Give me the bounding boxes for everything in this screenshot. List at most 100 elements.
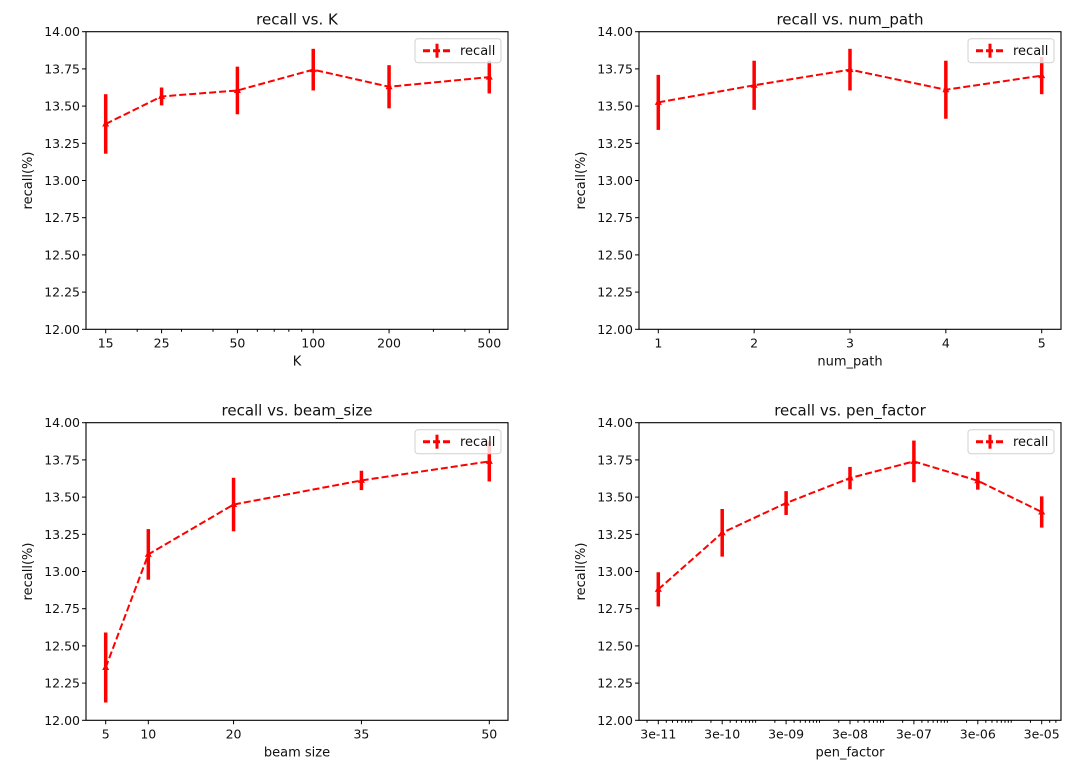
legend-label: recall (1013, 435, 1048, 450)
y-tick-label: 13.25 (44, 527, 80, 542)
axes-frame (638, 422, 1062, 721)
subplot-recall-vs-k: recall vs. K K recall(%) 12.00 12.25 12.50… (21, 11, 509, 369)
data-point (385, 82, 393, 90)
x-tick-label: 35 (353, 726, 369, 741)
x-axis-label: pen_factor (815, 745, 885, 760)
y-tick-label: 12.00 (597, 713, 633, 728)
y-tick-label: 14.00 (597, 24, 633, 39)
y-tick-label: 12.25 (597, 676, 633, 691)
y-tick-label: 13.50 (44, 99, 80, 114)
data-point (974, 476, 982, 484)
x-tick-label: 3e-07 (896, 726, 932, 741)
data-point (846, 474, 854, 481)
y-tick-label: 13.00 (44, 564, 80, 579)
y-tick-label: 13.50 (597, 99, 633, 114)
data-point (357, 476, 365, 483)
subplot-recall-vs-pen-factor: recall vs. pen_factor pen_factor recall(… (574, 402, 1062, 760)
y-axis-label: recall(%) (21, 152, 36, 210)
x-tick-label: 3e-05 (1024, 726, 1060, 741)
y-tick-label: 13.75 (597, 61, 633, 76)
y-tick-label: 12.25 (44, 285, 80, 300)
series-line-recall (105, 68, 490, 125)
y-tick-label: 12.75 (597, 601, 633, 616)
data-point (654, 98, 662, 105)
x-tick-label: 500 (477, 335, 501, 350)
x-tick-label: 5 (1038, 335, 1046, 350)
subplot-recall-vs-num-path: recall vs. num_path num_path recall(%) 1… (574, 11, 1062, 369)
data-point (782, 499, 790, 506)
x-tick-label: 3 (846, 335, 854, 350)
y-tick-label: 12.75 (597, 210, 633, 225)
data-point (1038, 507, 1046, 515)
data-point (1038, 71, 1046, 79)
y-tick-label: 13.50 (597, 490, 633, 505)
x-tick-label: 10 (140, 726, 156, 741)
y-tick-label: 13.75 (44, 452, 80, 467)
data-point (654, 585, 662, 592)
x-tick-label: 3e-08 (832, 726, 868, 741)
y-tick-label: 12.50 (597, 247, 633, 262)
y-tick-label: 12.50 (44, 638, 80, 653)
x-tick-label: 1 (654, 335, 662, 350)
y-tick-label: 13.75 (597, 452, 633, 467)
data-point (158, 92, 166, 99)
data-point (942, 85, 950, 93)
data-point (102, 119, 110, 127)
x-axis-label: beam size (264, 745, 330, 760)
data-point (718, 528, 726, 536)
y-tick-label: 12.25 (44, 676, 80, 691)
chart-title: recall vs. beam_size (222, 402, 373, 421)
y-tick-label: 13.25 (44, 136, 80, 151)
x-tick-label: 25 (154, 335, 170, 350)
x-tick-label: 3e-10 (704, 726, 740, 741)
y-tick-label: 12.50 (44, 247, 80, 262)
legend-label: recall (460, 44, 495, 59)
chart-title: recall vs. num_path (776, 11, 923, 30)
y-tick-label: 12.75 (44, 210, 80, 225)
x-tick-label: 3e-06 (960, 726, 996, 741)
data-point (750, 81, 758, 88)
axes-frame (85, 422, 509, 721)
data-point (846, 65, 854, 73)
legend-label: recall (1013, 44, 1048, 59)
x-tick-label: 3e-11 (640, 726, 676, 741)
y-tick-label: 12.75 (44, 601, 80, 616)
x-tick-label: 2 (750, 335, 758, 350)
data-point (485, 457, 493, 464)
y-axis-label: recall(%) (574, 152, 589, 210)
y-axis-label: recall(%) (21, 543, 36, 601)
x-tick-label: 200 (377, 335, 401, 350)
data-point (230, 500, 238, 508)
x-tick-label: 50 (229, 335, 245, 350)
axes-frame (85, 31, 509, 330)
y-tick-label: 12.50 (597, 638, 633, 653)
chart-title: recall vs. K (256, 11, 339, 29)
chart-title: recall vs. pen_factor (774, 402, 926, 421)
x-tick-label: 20 (226, 726, 242, 741)
data-point (910, 457, 918, 464)
x-tick-label: 5 (102, 726, 110, 741)
y-tick-label: 14.00 (44, 24, 80, 39)
y-tick-label: 13.25 (597, 136, 633, 151)
data-point (309, 65, 317, 73)
x-tick-label: 100 (301, 335, 325, 350)
y-tick-label: 13.00 (597, 173, 633, 188)
x-tick-label: 3e-09 (768, 726, 804, 741)
y-tick-label: 13.00 (597, 564, 633, 579)
y-tick-label: 13.50 (44, 490, 80, 505)
y-tick-label: 13.00 (44, 173, 80, 188)
data-point (485, 73, 493, 80)
y-tick-label: 12.25 (597, 285, 633, 300)
data-point (144, 550, 152, 557)
data-point (233, 86, 241, 93)
subplot-recall-vs-beam-size: recall vs. beam_size beam size recall(%)… (21, 402, 509, 760)
x-tick-label: 50 (481, 726, 497, 741)
x-tick-label: 4 (942, 335, 950, 350)
y-axis-label: recall(%) (574, 543, 589, 601)
y-tick-label: 14.00 (44, 415, 80, 430)
y-tick-label: 12.00 (597, 322, 633, 337)
x-axis-label: num_path (817, 354, 882, 369)
y-tick-label: 13.75 (44, 61, 80, 76)
data-point (102, 663, 110, 670)
